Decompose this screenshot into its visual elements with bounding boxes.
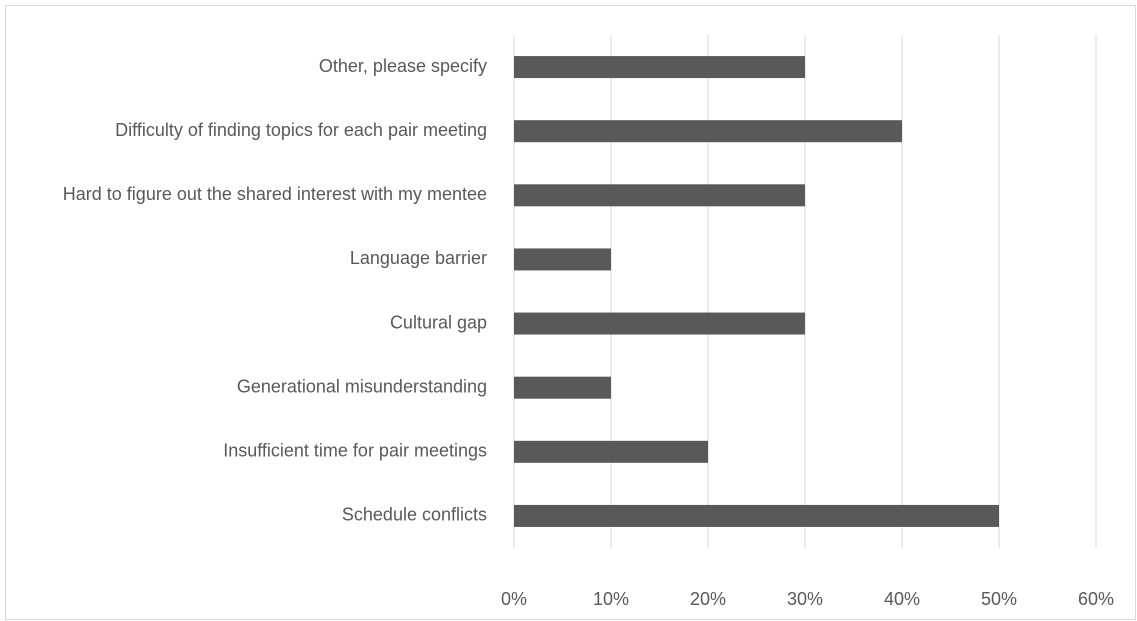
y-tick-label: Other, please specify <box>319 56 487 76</box>
y-tick-label: Schedule conflicts <box>342 505 487 525</box>
y-tick-label: Insufficient time for pair meetings <box>223 441 487 461</box>
bar <box>514 248 611 271</box>
y-tick-label: Difficulty of finding topics for each pa… <box>115 120 487 140</box>
bar <box>514 440 708 463</box>
y-tick-label: Cultural gap <box>390 312 487 332</box>
bar <box>514 56 805 79</box>
bar <box>514 376 611 399</box>
x-tick-label: 50% <box>981 589 1017 609</box>
x-tick-label: 60% <box>1078 589 1114 609</box>
y-tick-label: Hard to figure out the shared interest w… <box>63 184 487 204</box>
x-tick-label: 30% <box>787 589 823 609</box>
y-tick-label: Language barrier <box>350 248 487 268</box>
y-tick-label: Generational misunderstanding <box>237 376 487 396</box>
bar <box>514 312 805 335</box>
x-tick-label: 40% <box>884 589 920 609</box>
x-tick-label: 0% <box>501 589 527 609</box>
bar <box>514 504 999 527</box>
bar <box>514 184 805 207</box>
bar <box>514 120 902 143</box>
x-tick-label: 20% <box>690 589 726 609</box>
x-tick-label: 10% <box>593 589 629 609</box>
chart-border <box>5 5 1136 620</box>
